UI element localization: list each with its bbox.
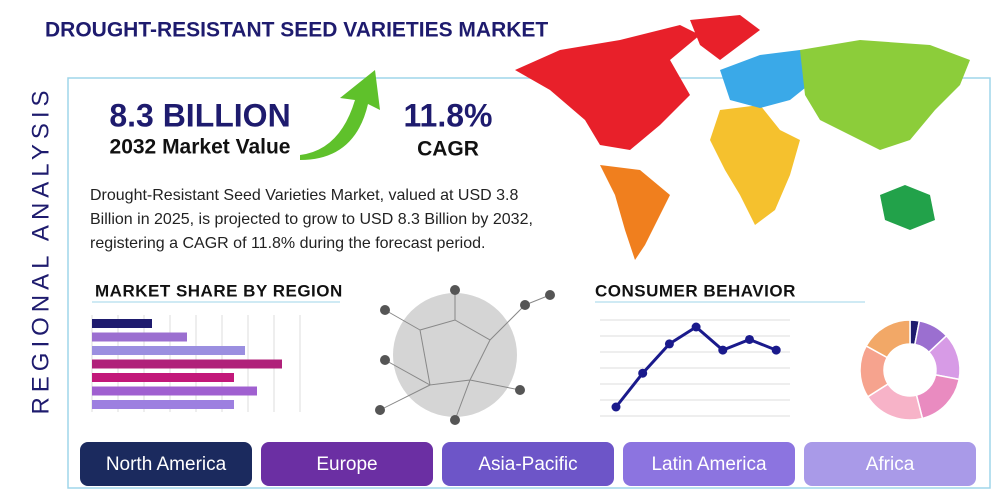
region-label[interactable]: Africa — [866, 454, 915, 475]
region-button[interactable] — [261, 442, 433, 486]
bar — [92, 346, 245, 355]
line-point — [771, 345, 781, 355]
section-title: CONSUMER BEHAVIOR — [595, 281, 796, 300]
stat-value: 8.3 BILLION — [109, 97, 290, 133]
donut-slice — [865, 319, 911, 359]
stat-value: 11.8% — [404, 97, 493, 133]
bar — [92, 400, 234, 409]
bar — [92, 386, 257, 396]
line-point — [691, 322, 701, 332]
region-button[interactable] — [442, 442, 614, 486]
region-button[interactable] — [804, 442, 976, 486]
region-label[interactable]: Latin America — [651, 454, 767, 475]
stat-label: CAGR — [417, 138, 479, 161]
bar — [92, 359, 282, 369]
network-globe — [375, 285, 555, 425]
description-line: Billion in 2025, is projected to grow to… — [90, 211, 533, 228]
donut-slice — [915, 373, 960, 420]
line-point — [718, 345, 728, 355]
bar — [92, 373, 234, 382]
region-button[interactable] — [623, 442, 795, 486]
growth-arrow — [300, 70, 380, 160]
title: DROUGHT-RESISTANT SEED VARIETIES MARKET — [45, 19, 548, 42]
region-button[interactable] — [80, 442, 252, 486]
world-map — [515, 15, 970, 260]
bar — [92, 319, 152, 328]
side-label: REGIONAL ANALYSIS — [27, 85, 54, 414]
line-point — [664, 339, 674, 349]
line-point — [745, 334, 754, 344]
description-line: Drought-Resistant Seed Varieties Market,… — [90, 187, 518, 204]
line-point — [638, 368, 648, 378]
region-label[interactable]: North America — [106, 454, 227, 475]
line-point — [611, 402, 621, 412]
section-title: MARKET SHARE BY REGION — [95, 281, 343, 300]
bar — [92, 332, 187, 342]
stat-label: 2032 Market Value — [110, 136, 291, 159]
description-line: registering a CAGR of 11.8% during the f… — [90, 235, 485, 252]
region-label[interactable]: Europe — [316, 454, 377, 475]
region-label[interactable]: Asia-Pacific — [478, 454, 577, 475]
